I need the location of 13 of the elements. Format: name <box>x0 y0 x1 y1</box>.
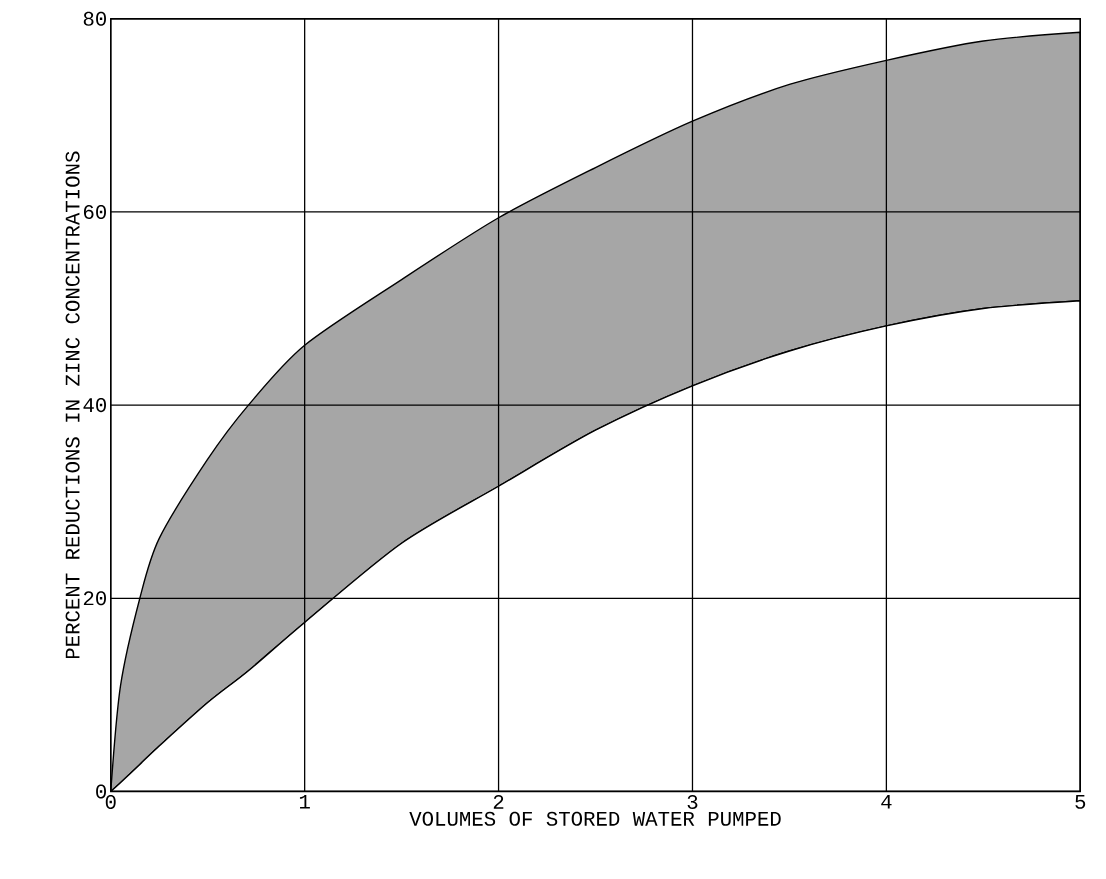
y-tick-label: 60 <box>83 205 106 220</box>
y-tick-label: 40 <box>83 398 106 413</box>
x-tick-label: 2 <box>493 795 504 810</box>
y-tick-label: 0 <box>96 784 106 799</box>
x-tick-label: 3 <box>687 795 698 810</box>
x-tick-label: 4 <box>881 795 892 809</box>
y-axis-title: PERCENT REDUCTIONS IN ZINC CONCENTRATIONS <box>65 151 80 659</box>
y-tick-label: 80 <box>83 12 106 27</box>
x-tick-label: 1 <box>299 795 310 809</box>
x-tick-label: 5 <box>1075 795 1086 810</box>
x-axis-title: VOLUMES OF STORED WATER PUMPED <box>409 812 781 827</box>
y-tick-label: 20 <box>83 591 106 606</box>
x-tick-label: 0 <box>105 795 116 810</box>
